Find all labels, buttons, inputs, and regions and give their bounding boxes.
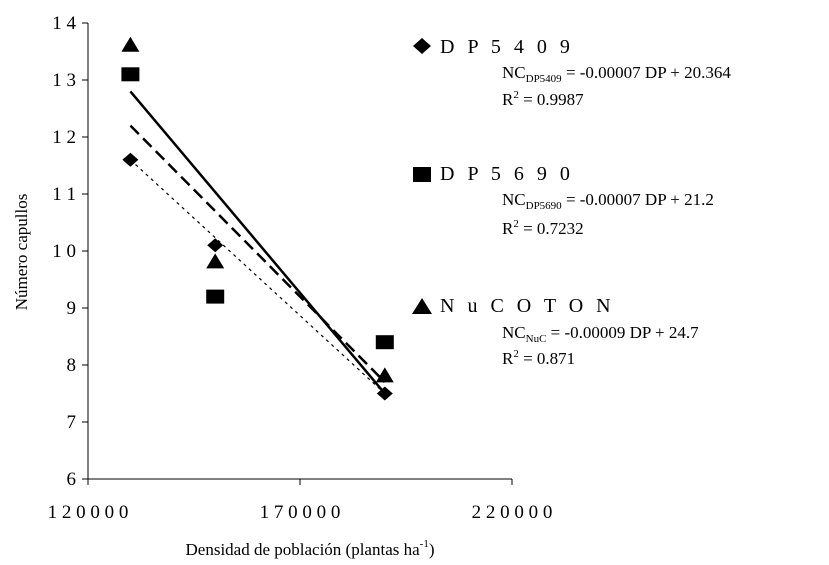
y-tick-label: 1 1 bbox=[52, 184, 76, 205]
x-tick-label: 2 2 0 0 0 0 bbox=[472, 502, 553, 523]
y-tick-label: 9 bbox=[67, 298, 77, 319]
x-axis-title: Densidad de población (plantas ha-1) bbox=[186, 538, 435, 559]
legend-marker-triangle bbox=[412, 298, 432, 314]
legend-label-nucoton: N u C O T O N bbox=[440, 295, 615, 317]
equation-nucoton: NCNuC = -0.00009 DP + 24.7 bbox=[502, 323, 699, 345]
point-diamond bbox=[122, 152, 139, 167]
trend-line bbox=[129, 159, 386, 394]
legend-entry-nucoton: N u C O T O N NCNuC = -0.00009 DP + 24.7… bbox=[412, 295, 699, 368]
point-square bbox=[206, 289, 225, 304]
y-tick-label: 1 2 bbox=[52, 127, 76, 148]
point-square bbox=[375, 335, 394, 350]
x-axis-title-close: ) bbox=[429, 540, 435, 559]
y-tick-label: 7 bbox=[67, 412, 77, 433]
trend-lines bbox=[129, 90, 386, 395]
point-diamond bbox=[376, 386, 393, 401]
x-tick-label: 1 7 0 0 0 0 bbox=[260, 502, 341, 523]
r2-dp5690: R2 = 0.7232 bbox=[502, 218, 584, 238]
x-tick-label: 1 2 0 0 0 0 bbox=[48, 502, 129, 523]
y-tick-label: 1 4 bbox=[52, 13, 76, 34]
equation-dp5690: NCDP5690 = -0.00007 DP + 21.2 bbox=[502, 190, 714, 212]
point-triangle bbox=[121, 36, 140, 52]
point-diamond bbox=[207, 238, 224, 253]
point-triangle bbox=[375, 367, 394, 383]
equation-dp5409: NCDP5409 = -0.00007 DP + 20.364 bbox=[502, 63, 731, 85]
trend-line bbox=[129, 124, 386, 383]
y-tick-label: 6 bbox=[67, 469, 77, 490]
legend-entry-dp5409: D P 5 4 0 9 NCDP5409 = -0.00007 DP + 20.… bbox=[413, 36, 731, 109]
legend-entry-dp5690: D P 5 6 9 0 NCDP5690 = -0.00007 DP + 21.… bbox=[413, 163, 714, 238]
legend-label-dp5409: D P 5 4 0 9 bbox=[440, 36, 574, 58]
y-tick-label: 8 bbox=[67, 355, 77, 376]
x-axis-title-sup: -1 bbox=[420, 538, 429, 550]
r2-dp5409: R2 = 0.9987 bbox=[502, 89, 584, 109]
y-tick-label: 1 0 bbox=[52, 241, 76, 262]
point-triangle bbox=[206, 253, 225, 269]
legend-marker-square bbox=[413, 167, 431, 182]
data-points bbox=[121, 36, 394, 401]
axes: 6 7 8 9 1 0 1 1 1 2 1 3 1 4 1 2 0 0 0 0 1 7 0 0 0 … bbox=[48, 13, 553, 523]
x-axis-title-main: Densidad de población (plantas ha bbox=[186, 540, 421, 559]
r2-nucoton: R2 = 0.871 bbox=[502, 348, 575, 368]
point-square bbox=[121, 67, 140, 82]
y-tick-label: 1 3 bbox=[52, 70, 76, 91]
y-axis-title: Número capullos bbox=[12, 194, 31, 311]
trend-line bbox=[129, 90, 386, 395]
legend-label-dp5690: D P 5 6 9 0 bbox=[440, 163, 574, 185]
legend-marker-diamond bbox=[413, 38, 431, 54]
